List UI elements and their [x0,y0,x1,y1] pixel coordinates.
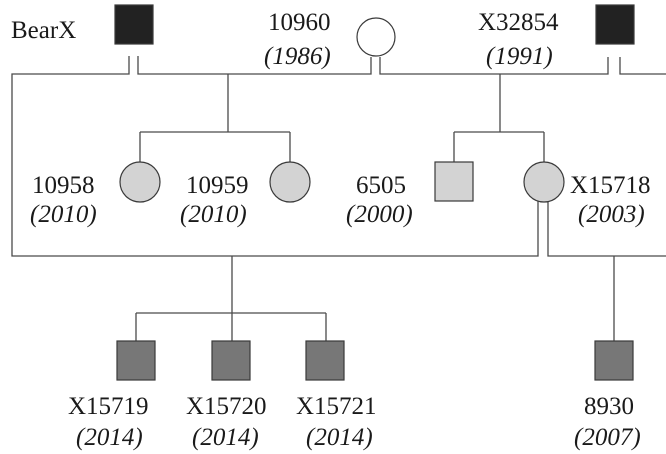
female-symbol-10960 [356,17,396,57]
female-symbol-10959 [269,161,311,203]
year-label-10959: (2010) [180,201,247,228]
id-label-x15721: X15721 [296,393,377,420]
mating-line-bearx-x15718 [11,56,539,257]
year-label-x15720: (2014) [192,424,259,451]
id-label-6505: 6505 [356,172,406,199]
male-symbol-8930 [594,340,634,381]
male-symbol-x15721 [305,340,345,381]
id-label-bearx: BearX [11,17,76,44]
pedigree-connectors [11,56,666,341]
mating-line-10960-x32854 [379,57,609,75]
year-label-10958: (2010) [30,201,97,228]
id-label-10960: 10960 [268,9,331,36]
year-label-x15718: (2003) [578,201,645,228]
year-label-x32854: (1991) [486,43,553,70]
descent-line-x15719-x15721 [135,256,327,341]
female-symbol-x15718 [523,161,565,203]
id-label-x15720: X15720 [186,393,267,420]
male-symbol-x15719 [116,340,156,381]
year-label-x15719: (2014) [76,424,143,451]
mating-line-bearx-10960 [137,56,372,75]
year-label-x15721: (2014) [306,424,373,451]
female-symbol-10958 [119,161,161,203]
male-symbol-x32854 [595,4,635,45]
descent-line-6505-x15718 [453,74,545,162]
id-label-x15719: X15719 [68,393,149,420]
male-symbol-bearx [114,4,154,45]
id-label-x15718: X15718 [570,172,651,199]
year-label-10960: (1986) [264,43,331,70]
male-symbol-6505 [434,161,474,202]
descent-line-10958-10959 [139,74,291,162]
male-symbol-x15720 [211,340,251,381]
id-label-10959: 10959 [186,172,249,199]
year-label-6505: (2000) [346,201,413,228]
mating-line-x15718-offpage [547,201,666,257]
mating-line-x32854-x15718 [619,57,666,75]
year-label-8930: (2007) [574,424,641,451]
id-label-x32854: X32854 [478,9,559,36]
id-label-8930: 8930 [584,393,634,420]
id-label-10958: 10958 [32,172,95,199]
